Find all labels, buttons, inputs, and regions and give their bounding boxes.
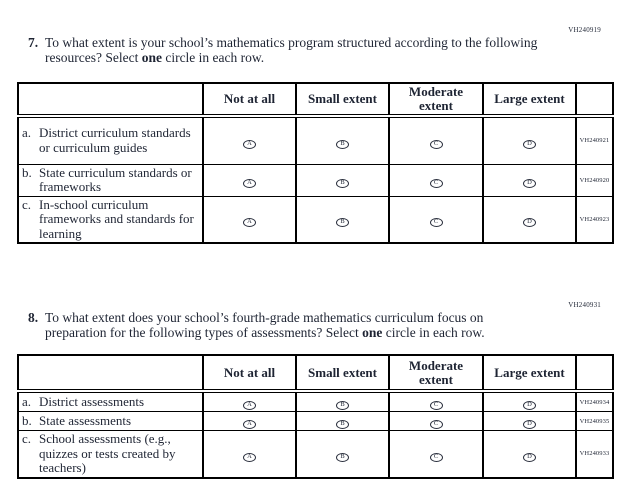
question-stem: 8. To what extent does your school’s fou… (28, 310, 626, 340)
answer-bubble-large-extent[interactable]: D (523, 452, 536, 462)
answer-bubble-moderate-extent[interactable]: C (429, 452, 443, 462)
column-header-large-extent: Large extent (482, 354, 577, 393)
code-column-header (575, 82, 614, 118)
answer-bubble-small-extent[interactable]: B (336, 452, 349, 462)
question-text-bold: one (141, 50, 162, 65)
header-row: Not at all Small extent Moderate extent … (17, 82, 614, 118)
question-text-post: circle in each row. (161, 50, 265, 65)
table-row: a. District assessments A B C D VH240934 (17, 390, 614, 412)
row-ref-code: VH240934 (575, 390, 614, 412)
table-row: a. District curriculum standards or curr… (17, 115, 614, 165)
row-label: In-school curriculum frameworks and stan… (39, 196, 194, 241)
row-ref-code: VH240921 (575, 115, 614, 165)
answer-bubble-moderate-extent[interactable]: C (429, 139, 443, 149)
column-header-small-extent: Small extent (295, 354, 390, 393)
answer-bubble-large-extent[interactable]: D (523, 419, 536, 429)
question-text: To what extent is your school’s mathemat… (45, 35, 547, 65)
question-8: VH240931 8. To what extent does your sch… (0, 244, 626, 479)
question-ref-code: VH240919 (568, 26, 601, 34)
question-text-post: circle in each row. (382, 325, 485, 340)
row-label: State curriculum standards or frameworks (39, 164, 192, 194)
table-row: c. School assessments (e.g., quizzes or … (17, 430, 614, 478)
row-letter: b. (22, 412, 32, 428)
row-letter: a. (22, 393, 32, 409)
answer-bubble-not-at-all[interactable]: A (243, 452, 256, 462)
row-letter: c. (22, 431, 32, 446)
answer-bubble-moderate-extent[interactable]: C (429, 178, 443, 188)
code-column-header (575, 354, 614, 393)
question-text-pre: To what extent does your school’s fourth… (45, 310, 484, 340)
response-table-q8: Not at all Small extent Moderate extent … (17, 354, 614, 479)
question-text-pre: To what extent is your school’s mathemat… (45, 35, 538, 65)
question-text: To what extent does your school’s fourth… (45, 310, 547, 340)
column-header-moderate-extent: Moderate extent (388, 354, 484, 393)
corner-cell (17, 354, 204, 393)
row-label: School assessments (e.g., quizzes or tes… (39, 431, 176, 475)
answer-bubble-moderate-extent[interactable]: C (429, 400, 443, 410)
answer-bubble-not-at-all[interactable]: A (243, 400, 256, 410)
answer-bubble-large-extent[interactable]: D (523, 400, 536, 410)
question-text-bold: one (362, 325, 383, 340)
row-label: District assessments (39, 393, 145, 409)
question-number: 7. (28, 35, 39, 50)
answer-bubble-small-extent[interactable]: B (336, 419, 349, 429)
question-stem: 7. To what extent is your school’s mathe… (28, 35, 626, 65)
table-row: b. State curriculum standards or framewo… (17, 163, 614, 197)
row-ref-code: VH240933 (575, 430, 614, 478)
row-ref-code: VH240935 (575, 411, 614, 431)
answer-bubble-large-extent[interactable]: D (523, 139, 536, 149)
answer-bubble-not-at-all[interactable]: A (243, 139, 256, 149)
answer-bubble-large-extent[interactable]: D (523, 178, 536, 188)
row-ref-code: VH240920 (575, 163, 614, 197)
answer-bubble-not-at-all[interactable]: A (243, 218, 256, 227)
row-label: State assessments (39, 412, 132, 428)
answer-bubble-small-extent[interactable]: B (336, 218, 349, 227)
corner-cell (17, 82, 204, 118)
question-7: VH240919 7. To what extent is your schoo… (17, 26, 626, 244)
answer-bubble-not-at-all[interactable]: A (243, 419, 256, 429)
column-header-small-extent: Small extent (295, 82, 390, 118)
row-label: District curriculum standards or curricu… (39, 125, 191, 155)
column-header-moderate-extent: Moderate extent (388, 82, 484, 118)
column-header-not-at-all: Not at all (202, 354, 297, 393)
question-number: 8. (28, 310, 39, 325)
answer-bubble-large-extent[interactable]: D (523, 218, 536, 227)
table-row: c. In-school curriculum frameworks and s… (17, 195, 614, 244)
answer-bubble-moderate-extent[interactable]: C (429, 419, 443, 429)
answer-bubble-small-extent[interactable]: B (336, 400, 349, 410)
response-table-q7: Not at all Small extent Moderate extent … (17, 82, 614, 244)
answer-bubble-not-at-all[interactable]: A (243, 178, 256, 188)
row-letter: b. (22, 164, 32, 180)
table-row: b. State assessments A B C D VH240935 (17, 411, 614, 431)
row-letter: a. (22, 125, 32, 141)
row-ref-code: VH240923 (575, 195, 614, 244)
answer-bubble-small-extent[interactable]: B (336, 178, 349, 188)
answer-bubble-moderate-extent[interactable]: C (429, 218, 443, 227)
header-row: Not at all Small extent Moderate extent … (17, 354, 614, 393)
answer-bubble-small-extent[interactable]: B (336, 139, 349, 149)
row-letter: c. (22, 196, 32, 212)
question-ref-code: VH240931 (568, 301, 601, 309)
column-header-large-extent: Large extent (482, 82, 577, 118)
column-header-not-at-all: Not at all (202, 82, 297, 118)
